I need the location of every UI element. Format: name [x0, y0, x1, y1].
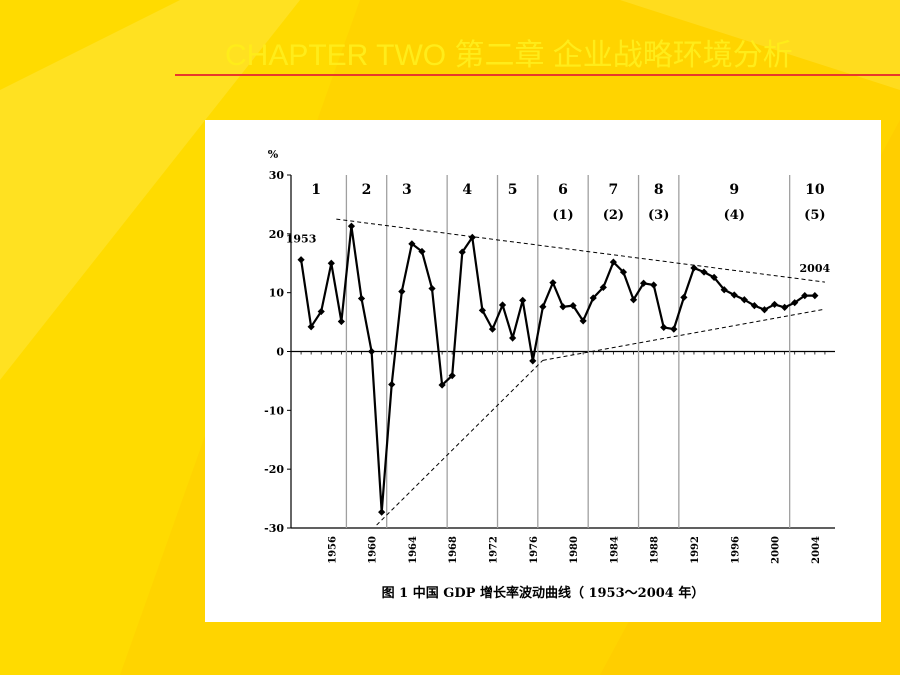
data-point: [760, 306, 769, 314]
data-point: [690, 264, 698, 272]
data-point: [619, 268, 628, 276]
data-point: [428, 284, 436, 293]
period-number: 6: [558, 182, 568, 198]
x-tick-label: 2000: [771, 536, 782, 564]
x-tick-label: 1980: [569, 536, 580, 564]
period-number: 7: [608, 182, 618, 198]
slide-title: CHAPTER TWO 第二章 企业战略环境分析: [225, 39, 793, 72]
period-number: 3: [402, 182, 412, 198]
x-tick-label: 1960: [368, 536, 379, 564]
data-point: [378, 508, 386, 516]
data-point: [579, 317, 587, 325]
chart-caption: 图 1 中国 GDP 增长率波动曲线（ 1953～2004 年）: [381, 586, 705, 601]
x-tick-label: 1956: [327, 536, 338, 564]
data-point: [629, 296, 638, 304]
data-point: [670, 325, 678, 333]
period-number: 8: [654, 182, 664, 198]
data-point: [347, 222, 356, 230]
data-point: [609, 258, 617, 266]
period-number: 9: [729, 182, 739, 198]
year-annotation: 2004: [800, 262, 831, 275]
trend-line: [336, 218, 825, 283]
x-tick-label: 1988: [650, 536, 661, 564]
data-point: [357, 294, 366, 303]
x-tick-label: 1992: [690, 536, 701, 564]
trend-line: [376, 359, 544, 526]
period-number: 10: [805, 182, 825, 198]
period-sub-number: (4): [724, 208, 745, 223]
data-point: [398, 287, 406, 296]
data-point: [639, 279, 648, 287]
period-number: 4: [462, 182, 472, 198]
y-tick-label: 30: [269, 169, 285, 182]
x-tick-label: 1976: [529, 536, 540, 564]
year-annotation: 1953: [286, 233, 317, 246]
data-point: [509, 334, 517, 342]
data-point: [559, 303, 567, 311]
gdp-growth-line: [300, 226, 815, 513]
x-tick-label: 2004: [811, 536, 822, 564]
y-tick-label: 0: [276, 346, 284, 359]
data-point: [660, 323, 668, 331]
data-point: [599, 283, 607, 291]
data-point: [750, 302, 759, 310]
period-number: 5: [508, 182, 518, 198]
y-tick-label: -30: [264, 522, 284, 535]
period-sub-number: (3): [648, 208, 669, 223]
title-rule: [175, 74, 900, 76]
x-tick-label: 1968: [448, 536, 459, 564]
data-point: [367, 347, 376, 356]
period-number: 2: [362, 182, 372, 198]
data-point: [680, 293, 688, 301]
data-point: [549, 279, 557, 287]
data-point: [498, 301, 507, 309]
data-point: [337, 317, 345, 326]
period-sub-number: (5): [804, 208, 825, 223]
data-point: [650, 281, 658, 289]
data-point: [488, 325, 497, 333]
y-tick-label: -20: [264, 463, 284, 476]
data-point: [327, 259, 335, 267]
data-point: [801, 292, 809, 300]
data-point: [297, 256, 305, 264]
data-point: [388, 380, 396, 389]
data-point: [529, 357, 537, 365]
data-point: [710, 273, 718, 281]
data-point: [700, 268, 708, 276]
data-point: [791, 299, 799, 307]
data-point: [519, 296, 527, 304]
period-sub-number: (2): [603, 208, 624, 223]
data-point: [468, 233, 476, 241]
data-point: [438, 381, 446, 389]
x-tick-label: 1964: [408, 536, 419, 564]
data-point: [770, 300, 779, 309]
x-tick-label: 1996: [730, 536, 741, 564]
x-tick-label: 1984: [609, 536, 620, 564]
data-point: [811, 292, 819, 300]
chart-panel: 30 20 10 0 -10 -20 -30% 1956 1960 1964 1968 1972 197…: [205, 120, 881, 622]
y-tick-label: -10: [264, 404, 284, 417]
y-axis-unit: %: [268, 148, 279, 161]
data-point: [589, 294, 597, 302]
y-tick-label: 10: [269, 287, 285, 300]
data-point: [539, 303, 547, 311]
y-tick-label: 20: [269, 228, 285, 241]
x-tick-label: 1972: [488, 536, 499, 564]
data-point: [418, 247, 426, 256]
trend-line: [542, 308, 826, 361]
period-sub-number: (1): [552, 208, 573, 223]
data-point: [781, 303, 789, 311]
period-number: 1: [311, 182, 321, 198]
